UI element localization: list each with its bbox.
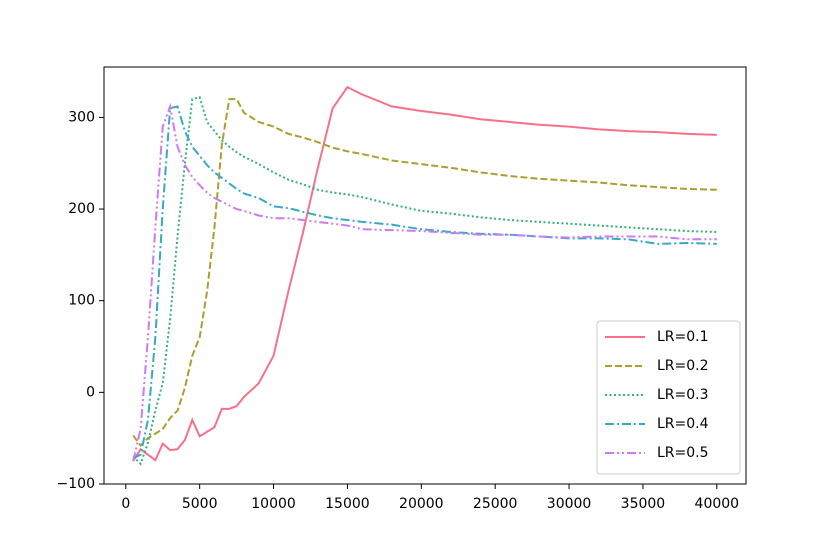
y-tick-label: 200 [68,201,95,217]
legend-box [596,320,741,475]
x-tick-label: 20000 [399,496,444,512]
x-tick-label: 10000 [251,496,296,512]
x-tick-label: 0 [121,496,130,512]
x-tick-label: 15000 [325,496,370,512]
legend-label: LR=0.1 [657,329,709,345]
y-tick-label: 300 [68,109,95,125]
x-tick-label: 35000 [621,496,666,512]
x-tick-label: 5000 [182,496,218,512]
y-tick-label: 0 [86,384,95,400]
legend: LR=0.1 LR=0.2 LR=0.3 LR=0.4 LR=0.5 [596,320,741,475]
series-line [132,96,717,466]
y-tick-label: 100 [68,293,95,309]
series-line [132,85,717,462]
legend-label: LR=0.5 [657,445,709,461]
y-tick-label: −100 [57,476,95,492]
series-line [132,98,717,448]
series-line [132,102,717,462]
plot-frame [103,66,747,485]
legend-label: LR=0.2 [657,358,709,374]
legend-label: LR=0.4 [657,416,709,432]
x-tick-label: 30000 [547,496,592,512]
x-tick-label: 25000 [473,496,518,512]
x-tick-label: 40000 [695,496,740,512]
legend-label: LR=0.3 [657,387,709,403]
